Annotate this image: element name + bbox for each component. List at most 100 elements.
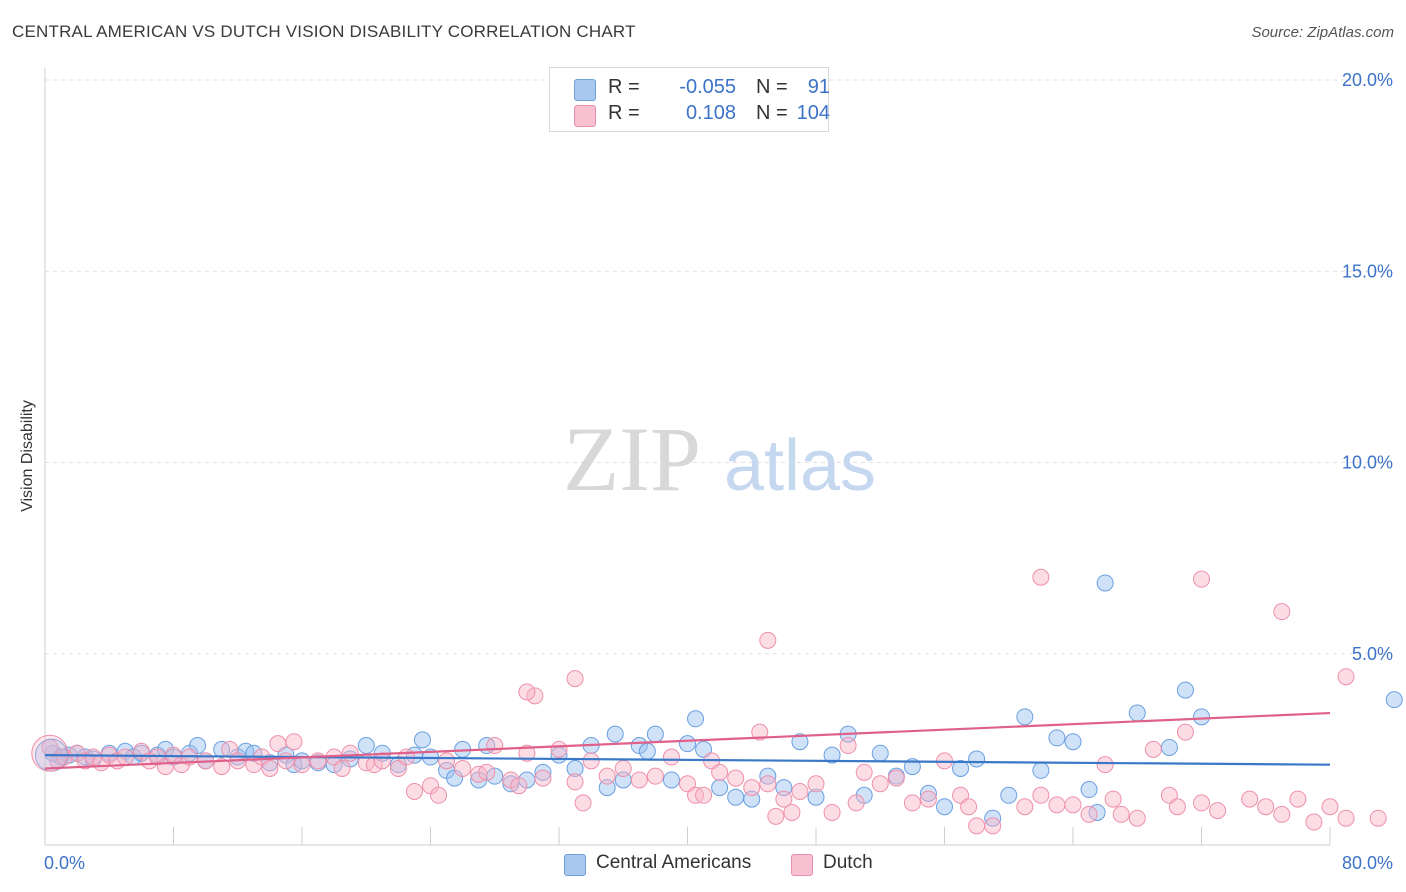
trend-line-dutch: [44, 711, 1331, 770]
legend-swatch-central-americans: [574, 79, 596, 101]
point-dutch: [1032, 786, 1050, 804]
point-dutch: [341, 744, 359, 762]
legend-n-value: 91: [807, 76, 830, 98]
y-tick-label: 20.0%: [1342, 70, 1393, 90]
source-attribution: Source: ZipAtlas.com: [1251, 24, 1394, 41]
y-tick-label: 15.0%: [1342, 261, 1393, 281]
legend-r-value: -0.055: [679, 76, 736, 98]
point-dutch: [518, 683, 536, 701]
point-central-americans: [871, 744, 889, 762]
point-dutch: [277, 752, 295, 770]
point-central-americans: [638, 742, 656, 760]
point-dutch: [116, 748, 134, 766]
legend-swatch-dutch: [574, 105, 596, 127]
point-dutch: [767, 807, 785, 825]
point-dutch: [1112, 805, 1130, 823]
point-dutch: [534, 769, 552, 787]
point-dutch: [1241, 790, 1259, 808]
point-dutch: [1144, 740, 1162, 758]
legend-n-label: N =: [756, 76, 788, 98]
bottom-legend-label: Central Americans: [596, 852, 752, 873]
point-central-americans: [566, 760, 584, 777]
point-central-americans: [1064, 733, 1082, 751]
watermark: ZIP atlas: [563, 408, 876, 510]
point-dutch: [855, 763, 873, 781]
point-dutch: [807, 775, 825, 793]
point-dutch: [566, 773, 584, 791]
point-central-americans: [968, 750, 986, 768]
point-dutch: [646, 767, 664, 785]
x-tick-label: 80.0%: [1342, 853, 1393, 873]
point-dutch: [614, 760, 632, 777]
point-central-americans: [687, 710, 705, 728]
point-dutch: [960, 798, 978, 816]
point-dutch: [823, 803, 841, 821]
point-central-americans: [1032, 761, 1050, 779]
axes: [44, 68, 1331, 846]
legend-r-label: R =: [608, 76, 640, 98]
point-dutch: [430, 786, 448, 804]
point-dutch: [550, 740, 568, 758]
point-dutch: [1273, 603, 1291, 621]
point-dutch: [1209, 802, 1227, 820]
point-dutch: [1369, 809, 1387, 827]
y-tick-label: 5.0%: [1352, 644, 1393, 664]
data-points: [31, 568, 1403, 835]
point-dutch: [405, 782, 423, 800]
point-dutch: [1096, 756, 1114, 774]
point-central-americans: [662, 771, 680, 789]
point-central-americans: [1176, 681, 1194, 699]
point-dutch: [751, 723, 769, 741]
point-dutch: [1168, 798, 1186, 816]
grid-lines: [45, 79, 1390, 655]
point-dutch: [213, 758, 231, 776]
point-central-americans: [1160, 738, 1178, 756]
point-dutch: [582, 752, 600, 770]
point-dutch: [510, 777, 528, 795]
point-central-americans: [606, 725, 624, 743]
point-dutch: [1104, 790, 1122, 808]
point-dutch: [1128, 809, 1146, 827]
point-dutch: [887, 769, 905, 787]
point-dutch: [285, 733, 303, 751]
point-central-americans: [1128, 704, 1146, 722]
point-central-americans: [807, 788, 825, 806]
point-dutch: [1032, 568, 1050, 586]
trend-lines: [44, 711, 1331, 770]
point-dutch: [598, 767, 616, 785]
point-dutch: [1080, 805, 1098, 823]
legend-r-value: 0.108: [685, 102, 736, 124]
point-dutch: [486, 737, 504, 755]
point-central-americans: [936, 798, 953, 816]
point-dutch: [269, 735, 287, 753]
point-dutch: [1337, 809, 1355, 827]
point-central-americans: [1096, 574, 1114, 592]
point-dutch: [478, 763, 496, 781]
point-central-americans: [413, 731, 431, 749]
point-central-americans: [711, 779, 729, 797]
bottom-legend-label: Dutch: [823, 852, 873, 873]
point-dutch: [903, 794, 921, 812]
point-dutch: [1273, 805, 1291, 823]
point-dutch: [1176, 723, 1194, 741]
point-central-americans: [952, 760, 970, 777]
point-dutch: [791, 782, 809, 800]
y-tick-label: 10.0%: [1342, 453, 1393, 473]
point-dutch: [566, 670, 584, 688]
point-dutch: [847, 794, 865, 812]
point-dutch: [518, 744, 536, 762]
point-dutch: [1193, 794, 1210, 812]
point-dutch: [1289, 790, 1307, 808]
watermark-zip: ZIP: [563, 408, 701, 510]
point-dutch: [293, 756, 311, 774]
point-dutch: [727, 769, 745, 787]
point-dutch: [968, 817, 986, 835]
point-central-americans: [791, 733, 809, 751]
x-tick-label: 0.0%: [44, 853, 85, 873]
point-dutch: [783, 803, 801, 821]
bottom-legend-swatch-dutch: [791, 854, 813, 876]
point-dutch: [31, 734, 69, 772]
point-dutch: [1337, 668, 1355, 686]
tick-labels: 5.0% 10.0% 15.0% 20.0% 0.0% 80.0%: [44, 70, 1393, 873]
